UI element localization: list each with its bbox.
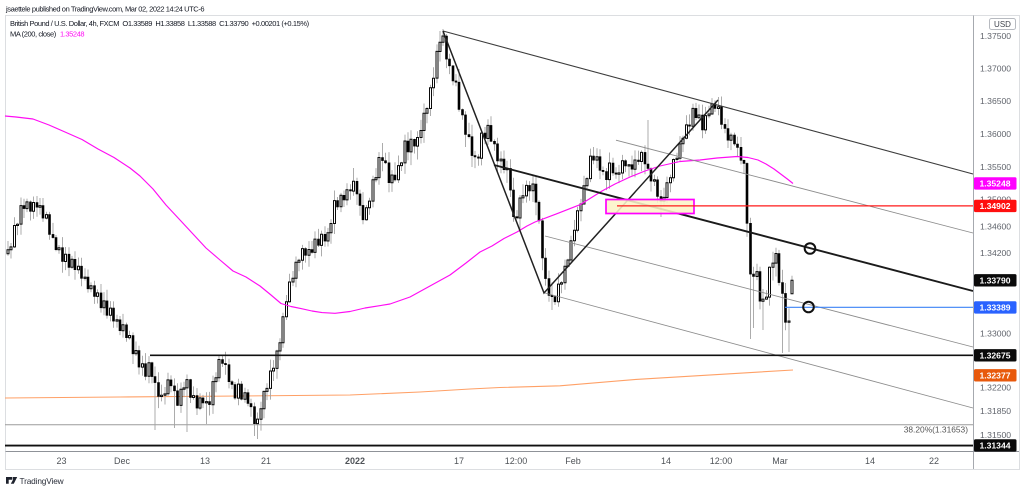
svg-text:21: 21 [261,456,271,466]
svg-text:1.31850: 1.31850 [980,406,1011,416]
svg-text:1.37000: 1.37000 [980,63,1011,73]
svg-text:1.32200: 1.32200 [980,382,1011,392]
svg-text:38.20%(1.31653): 38.20%(1.31653) [904,424,968,434]
svg-text:TradingView: TradingView [20,476,65,486]
svg-text:1.36000: 1.36000 [980,129,1011,139]
svg-text:1.35500: 1.35500 [980,162,1011,172]
svg-text:Mar: Mar [772,456,788,466]
svg-text:12:00: 12:00 [505,456,528,466]
svg-text:Dec: Dec [114,456,131,466]
svg-text:14: 14 [661,456,671,466]
svg-text:1.31344: 1.31344 [979,441,1010,451]
svg-text:13: 13 [200,456,210,466]
svg-text:1.34600: 1.34600 [980,221,1011,231]
svg-text:12:00: 12:00 [710,456,733,466]
svg-text:1.37500: 1.37500 [980,31,1011,41]
svg-text:1.35000: 1.35000 [980,195,1011,205]
svg-text:USD: USD [994,20,1011,29]
svg-text:17: 17 [454,456,464,466]
svg-text:1.35248: 1.35248 [979,179,1010,189]
svg-text:2022: 2022 [345,456,365,466]
svg-text:1.34902: 1.34902 [979,201,1010,211]
svg-text:jsaettele published on Trading: jsaettele published on TradingView.com, … [5,5,204,14]
svg-text:22: 22 [929,456,939,466]
svg-text:1.34200: 1.34200 [980,248,1011,258]
svg-text:1.33389: 1.33389 [979,303,1010,313]
svg-text:MA (200, close)1.35248: MA (200, close) 1.35248 [10,30,84,39]
svg-text:Feb: Feb [565,456,581,466]
svg-text:1.33000: 1.33000 [980,328,1011,338]
svg-text:1.32675: 1.32675 [979,351,1010,361]
svg-text:1.33790: 1.33790 [979,276,1010,286]
svg-text:British Pound / U.S. Dollar, 4: British Pound / U.S. Dollar, 4h, FXCM O1… [10,19,310,28]
svg-text:1.32377: 1.32377 [979,371,1010,381]
svg-text:23: 23 [56,456,66,466]
svg-text:14: 14 [865,456,875,466]
svg-text:1.36500: 1.36500 [980,96,1011,106]
svg-text:1.31500: 1.31500 [980,430,1011,440]
